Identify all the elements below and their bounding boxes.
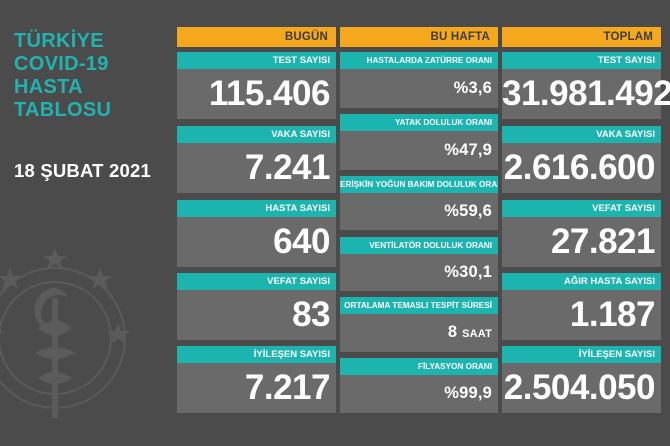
title-line: TÜRKİYE bbox=[14, 30, 104, 52]
today-header: BUGÜN bbox=[177, 27, 336, 47]
today-test-card: TEST SAYISI 115.406 bbox=[177, 52, 336, 119]
card-value: 83 bbox=[292, 295, 330, 334]
card-label: İYİLEŞEN SAYISI bbox=[502, 346, 661, 363]
week-bed-occupancy-card: YATAK DOLULUK ORANI %47,9 bbox=[340, 114, 498, 170]
week-contact-time-card: ORTALAMA TEMASLI TESPİT SÜRESİ 8 SAAT bbox=[340, 297, 498, 352]
card-label: TEST SAYISI bbox=[177, 52, 336, 69]
today-recovered-card: İYİLEŞEN SAYISI 7.217 bbox=[177, 346, 336, 413]
total-critical-card: AĞIR HASTA SAYISI 1.187 bbox=[502, 273, 661, 340]
card-label: ORTALAMA TEMASLI TESPİT SÜRESİ bbox=[340, 297, 498, 314]
card-label: TEST SAYISI bbox=[502, 52, 661, 69]
card-label: VEFAT SAYISI bbox=[502, 200, 661, 217]
card-value: 7.217 bbox=[244, 368, 331, 407]
card-label: FİLYASYON ORANI bbox=[340, 358, 498, 375]
this-week-column: BU HAFTA HASTALARDA ZATÜRRE ORANI %3,6 Y… bbox=[340, 27, 498, 413]
card-label: YATAK DOLULUK ORANI bbox=[340, 114, 498, 131]
card-value: 27.821 bbox=[550, 222, 656, 261]
card-value: 8 SAAT bbox=[340, 314, 498, 353]
contact-time-value: 8 bbox=[447, 323, 458, 341]
card-value: 115.406 bbox=[208, 74, 331, 113]
total-recovered-card: İYİLEŞEN SAYISI 2.504.050 bbox=[502, 346, 661, 413]
title-line: HASTA bbox=[14, 76, 83, 98]
card-label: VENTİLATÖR DOLULUK ORANI bbox=[340, 237, 498, 254]
card-value: 2.504.050 bbox=[503, 368, 656, 407]
title-line: TABLOSU bbox=[14, 99, 112, 121]
card-value: %30,1 bbox=[444, 263, 492, 281]
report-date: 18 ŞUBAT 2021 bbox=[14, 160, 151, 181]
week-icu-occupancy-card: ERİŞKİN YOĞUN BAKIM DOLULUK ORANI %59,6 bbox=[340, 176, 498, 230]
total-header: TOPLAM bbox=[502, 27, 661, 47]
total-case-card: VAKA SAYISI 2.616.600 bbox=[502, 126, 661, 193]
week-filiation-card: FİLYASYON ORANI %99,9 bbox=[340, 358, 498, 413]
card-label: AĞIR HASTA SAYISI bbox=[502, 273, 661, 290]
card-value: 2.616.600 bbox=[503, 148, 656, 187]
total-column: TOPLAM TEST SAYISI 31.981.492 VAKA SAYIS… bbox=[502, 27, 670, 413]
card-label: HASTA SAYISI bbox=[177, 200, 336, 217]
card-value: %47,9 bbox=[444, 141, 492, 159]
card-label: İYİLEŞEN SAYISI bbox=[177, 346, 336, 363]
card-value: %99,9 bbox=[444, 384, 492, 402]
card-label: HASTALARDA ZATÜRRE ORANI bbox=[340, 52, 498, 69]
contact-time-unit: SAAT bbox=[462, 328, 492, 340]
week-pneumonia-card: HASTALARDA ZATÜRRE ORANI %3,6 bbox=[340, 52, 498, 108]
card-value: 7.241 bbox=[244, 148, 331, 187]
card-value: 1.187 bbox=[569, 295, 656, 334]
page-title: TÜRKİYE COVID-19 HASTA TABLOSU bbox=[14, 30, 164, 122]
total-test-card: TEST SAYISI 31.981.492 bbox=[502, 52, 670, 119]
today-case-card: VAKA SAYISI 7.241 bbox=[177, 126, 336, 193]
card-value: %3,6 bbox=[453, 79, 492, 97]
ministry-emblem-icon bbox=[0, 248, 130, 418]
card-value: 640 bbox=[273, 222, 330, 261]
week-ventilator-card: VENTİLATÖR DOLULUK ORANI %30,1 bbox=[340, 237, 498, 291]
today-column: BUGÜN TEST SAYISI 115.406 VAKA SAYISI 7.… bbox=[177, 27, 336, 413]
total-death-card: VEFAT SAYISI 27.821 bbox=[502, 200, 661, 267]
today-patient-card: HASTA SAYISI 640 bbox=[177, 200, 336, 267]
card-value: 31.981.492 bbox=[502, 74, 670, 113]
card-label: ERİŞKİN YOĞUN BAKIM DOLULUK ORANI bbox=[340, 176, 498, 193]
today-death-card: VEFAT SAYISI 83 bbox=[177, 273, 336, 340]
card-label: VAKA SAYISI bbox=[502, 126, 661, 143]
card-label: VEFAT SAYISI bbox=[177, 273, 336, 290]
card-value: %59,6 bbox=[444, 202, 492, 220]
card-label: VAKA SAYISI bbox=[177, 126, 336, 143]
title-line: COVID-19 bbox=[14, 53, 109, 75]
this-week-header: BU HAFTA bbox=[340, 27, 498, 47]
